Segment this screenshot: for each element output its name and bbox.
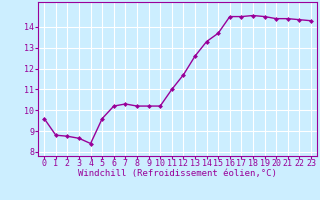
X-axis label: Windchill (Refroidissement éolien,°C): Windchill (Refroidissement éolien,°C): [78, 169, 277, 178]
